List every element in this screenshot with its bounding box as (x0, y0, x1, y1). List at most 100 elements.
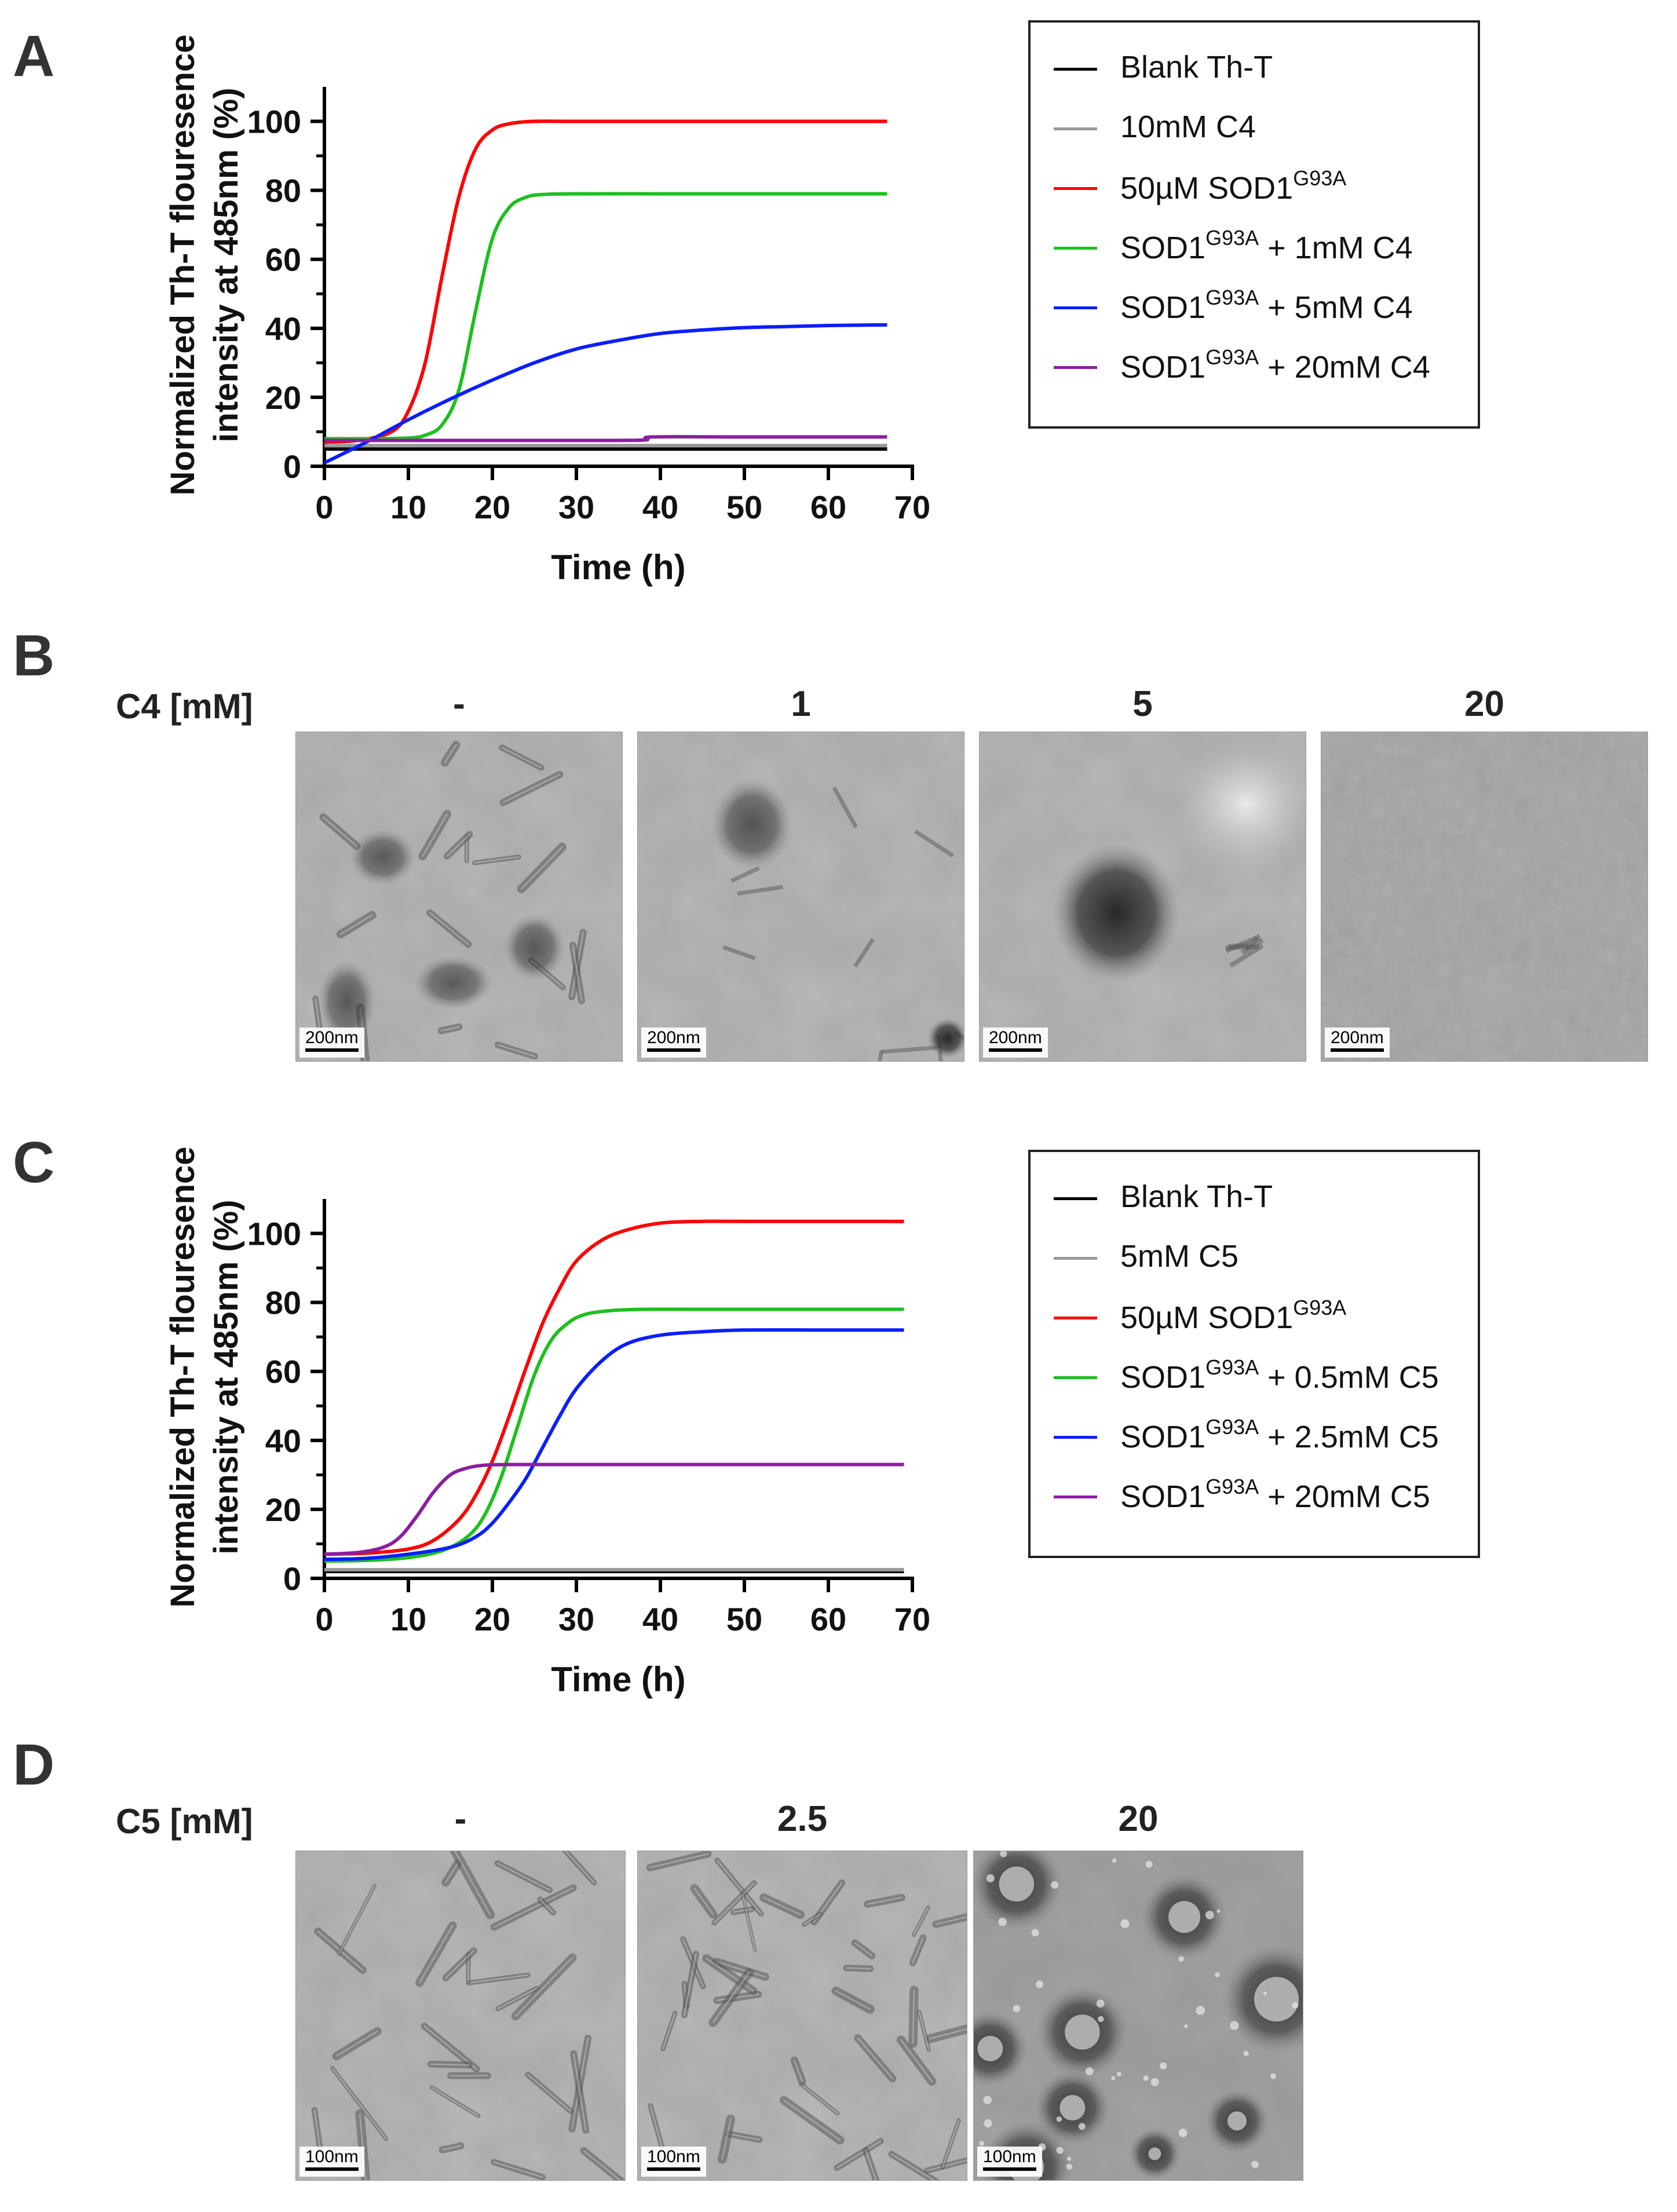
x-tick-label: 60 (810, 489, 846, 525)
x-tick-label: 40 (642, 489, 678, 525)
legend-label-tail: + 0.5mM C5 (1259, 1360, 1439, 1395)
scale-bar-line (305, 1048, 359, 1052)
micrograph-image (1321, 732, 1647, 1061)
y-tick-label: 60 (265, 1354, 301, 1390)
legend-swatch (1054, 1317, 1097, 1319)
series-line-2 (324, 1219, 904, 1556)
legend-label-main: SOD1 (1120, 350, 1206, 385)
micrograph: 200nm (295, 732, 623, 1062)
legend-label-main: SOD1 (1120, 290, 1206, 325)
legend-label-sup: G93A (1205, 1355, 1259, 1379)
micrograph-image (638, 732, 964, 1061)
legend-label-sup: G93A (1205, 345, 1259, 369)
legend-label: SOD1G93A + 2.5mM C5 (1120, 1415, 1439, 1455)
series-line-2 (324, 119, 887, 444)
scale-bar-label: 200nm (305, 1028, 359, 1047)
legend-label: SOD1G93A + 1mM C4 (1120, 226, 1413, 266)
x-axis-title: Time (h) (551, 548, 685, 587)
legend-swatch (1054, 1197, 1097, 1200)
y-tick-label: 20 (265, 1491, 301, 1528)
y-axis-title-line1: Normalized Th-T flouresence (164, 1146, 202, 1607)
x-tick-label: 20 (474, 489, 510, 525)
scale-bar-line (989, 1048, 1042, 1052)
y-tick-label: 80 (265, 173, 301, 209)
series-line-4 (323, 323, 887, 465)
x-tick-label: 50 (726, 489, 762, 525)
legend-label-tail: + 2.5mM C5 (1259, 1420, 1439, 1454)
scale-bar-label: 100nm (305, 2147, 359, 2166)
y-axis-title-line2: intensity at 485nm (%) (207, 87, 245, 442)
scale-bar-line (647, 1048, 700, 1052)
legend-label-sup: G93A (1205, 1475, 1259, 1498)
scale-bar-label: 100nm (647, 2147, 700, 2166)
micrograph-column-label: 1 (791, 684, 811, 724)
legend-swatch (1054, 127, 1097, 130)
scale-bar-line (1331, 1048, 1384, 1052)
legend-label-sup: G93A (1293, 166, 1347, 190)
micrograph-column-label: 2.5 (777, 1799, 828, 1839)
micrograph-column-label: - (454, 1799, 467, 1839)
scale-bar-label: 200nm (1331, 1028, 1384, 1047)
micrograph: 100nm (973, 1851, 1303, 2181)
x-tick-label: 20 (474, 1601, 510, 1637)
legend-swatch (1054, 1496, 1097, 1498)
micrograph-image (296, 732, 622, 1061)
legend-label-main: SOD1 (1120, 1420, 1206, 1454)
legend-label-main: 10mM C4 (1120, 109, 1256, 144)
legend-label-tail: + 1mM C4 (1259, 231, 1413, 265)
micrograph-image (638, 1851, 967, 2180)
micrograph: 100nm (637, 1851, 967, 2181)
x-tick-label: 0 (315, 489, 333, 525)
panel-letter-c: C (13, 1130, 55, 1195)
legend-label: Blank Th-T (1120, 49, 1273, 85)
legend-c: Blank Th-T 5mM C5 50µM SOD1G93A SOD1G93A + … (1028, 1150, 1480, 1558)
legend-item: SOD1G93A + 20mM C5 (1031, 1474, 1478, 1520)
scale-bar-line (647, 2167, 700, 2171)
micrograph: 200nm (1321, 732, 1648, 1062)
legend-label-main: 5mM C5 (1120, 1239, 1239, 1274)
legend-swatch (1054, 1257, 1097, 1260)
legend-label-main: 50µM SOD1 (1120, 171, 1294, 206)
micrograph-image (974, 1851, 1303, 2180)
legend-item: Blank Th-T (1031, 1175, 1478, 1222)
series-line-5 (324, 434, 887, 443)
y-tick-label: 40 (265, 1423, 301, 1459)
scale-bar: 200nm (299, 1028, 364, 1058)
legend-label: 5mM C5 (1120, 1238, 1238, 1274)
x-tick-label: 70 (894, 1601, 930, 1637)
panel-letter-b: B (13, 623, 55, 688)
y-axis-title-line1: Normalized Th-T flouresence (164, 34, 202, 495)
series-line-3 (324, 192, 887, 441)
legend-label-main: SOD1 (1120, 231, 1206, 265)
legend-label-sup: G93A (1205, 286, 1259, 309)
y-tick-label: 100 (247, 1216, 301, 1252)
legend-label: 50µM SOD1G93A (1120, 1296, 1346, 1336)
micrograph-column-label: - (453, 684, 465, 724)
legend-swatch (1054, 1376, 1097, 1379)
legend-item: SOD1G93A + 0.5mM C5 (1031, 1354, 1478, 1401)
scale-bar-line (305, 2167, 359, 2171)
y-tick-label: 40 (265, 310, 301, 347)
y-tick-label: 60 (265, 242, 301, 278)
legend-item: SOD1G93A + 2.5mM C5 (1031, 1414, 1478, 1460)
legend-item: SOD1G93A + 20mM C4 (1031, 344, 1478, 390)
y-tick-label: 20 (265, 379, 301, 416)
x-tick-label: 30 (558, 489, 594, 525)
scale-bar: 100nm (977, 2147, 1042, 2177)
series-line-4 (324, 1328, 904, 1562)
legend-item: 10mM C4 (1031, 105, 1478, 152)
micrograph-column-label: 20 (1464, 684, 1504, 724)
panel-letter-a: A (13, 24, 55, 89)
legend-swatch (1054, 247, 1097, 250)
legend-item: SOD1G93A + 5mM C4 (1031, 284, 1478, 331)
legend-label: SOD1G93A + 20mM C5 (1120, 1475, 1430, 1515)
y-tick-label: 0 (283, 448, 301, 485)
legend-item: SOD1G93A + 1mM C4 (1031, 225, 1478, 271)
micrograph-column-label: 20 (1118, 1799, 1159, 1839)
legend-label: SOD1G93A + 5mM C4 (1120, 286, 1413, 326)
scale-bar: 200nm (983, 1028, 1048, 1058)
x-tick-label: 40 (642, 1601, 678, 1637)
micrograph: 100nm (295, 1851, 626, 2181)
legend-label: SOD1G93A + 20mM C4 (1120, 345, 1430, 385)
legend-swatch (1054, 1436, 1097, 1439)
